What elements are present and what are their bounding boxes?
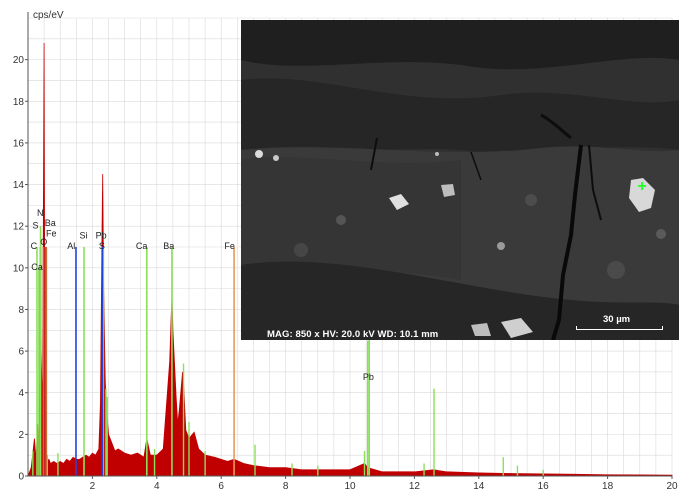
x-tick-label: 4 xyxy=(154,481,160,490)
chart-axes: 0 2 4 6 8 10 12 14 16 18 20 2 4 6 8 10 12 14 16 18 20 xyxy=(13,12,678,490)
x-tick-label: 14 xyxy=(473,481,485,490)
x-tick-label: 10 xyxy=(344,481,356,490)
y-tick-label: 2 xyxy=(18,430,24,441)
x-tick-label: 18 xyxy=(602,481,614,490)
element-label: C xyxy=(31,241,38,251)
sem-image-inset: + 30 µm MAG: 850 x HV: 20.0 kV WD: 10.1 … xyxy=(241,20,679,340)
element-lines-layer xyxy=(32,226,544,476)
scale-bar-label: 30 µm xyxy=(603,314,631,325)
element-label: Pb xyxy=(363,372,374,382)
element-label: Ca xyxy=(31,262,43,272)
x-tick-label: 6 xyxy=(218,481,224,490)
element-label: Ba xyxy=(45,218,56,228)
x-tick-label: 12 xyxy=(409,481,421,490)
y-tick-label: 0 xyxy=(18,472,24,483)
element-label: Ba xyxy=(163,241,174,251)
x-tick-label: 8 xyxy=(283,481,289,490)
sem-micrograph xyxy=(241,20,679,340)
y-tick-label: 12 xyxy=(13,222,25,233)
y-tick-label: 16 xyxy=(13,138,25,149)
y-tick-label: 20 xyxy=(13,55,25,66)
element-label: Fe xyxy=(46,229,57,239)
x-tick-label: 2 xyxy=(90,481,96,490)
y-tick-label: 10 xyxy=(13,263,25,274)
chart-grid xyxy=(27,17,673,477)
element-label: N xyxy=(37,208,44,218)
element-label: Si xyxy=(80,231,88,241)
element-label: Ca xyxy=(136,241,148,251)
analysis-point-marker: + xyxy=(637,178,647,195)
scale-bar xyxy=(576,326,663,330)
y-tick-label: 8 xyxy=(18,305,24,316)
sem-info-text: MAG: 850 x HV: 20.0 kV WD: 10.1 mm xyxy=(267,329,439,340)
x-tick-label: 16 xyxy=(538,481,550,490)
element-label: O xyxy=(40,237,47,247)
element-label: S xyxy=(99,241,105,251)
y-tick-label: 6 xyxy=(18,347,24,358)
element-label: Pb xyxy=(96,231,107,241)
element-label: S xyxy=(33,220,39,230)
element-label: Fe xyxy=(224,241,235,251)
element-label: Al xyxy=(67,241,75,251)
y-tick-label: 18 xyxy=(13,97,25,108)
y-axis-label: cps/eV xyxy=(33,10,64,21)
y-tick-label: 4 xyxy=(18,388,24,399)
y-tick-label: 14 xyxy=(13,180,25,191)
x-tick-label: 20 xyxy=(666,481,678,490)
